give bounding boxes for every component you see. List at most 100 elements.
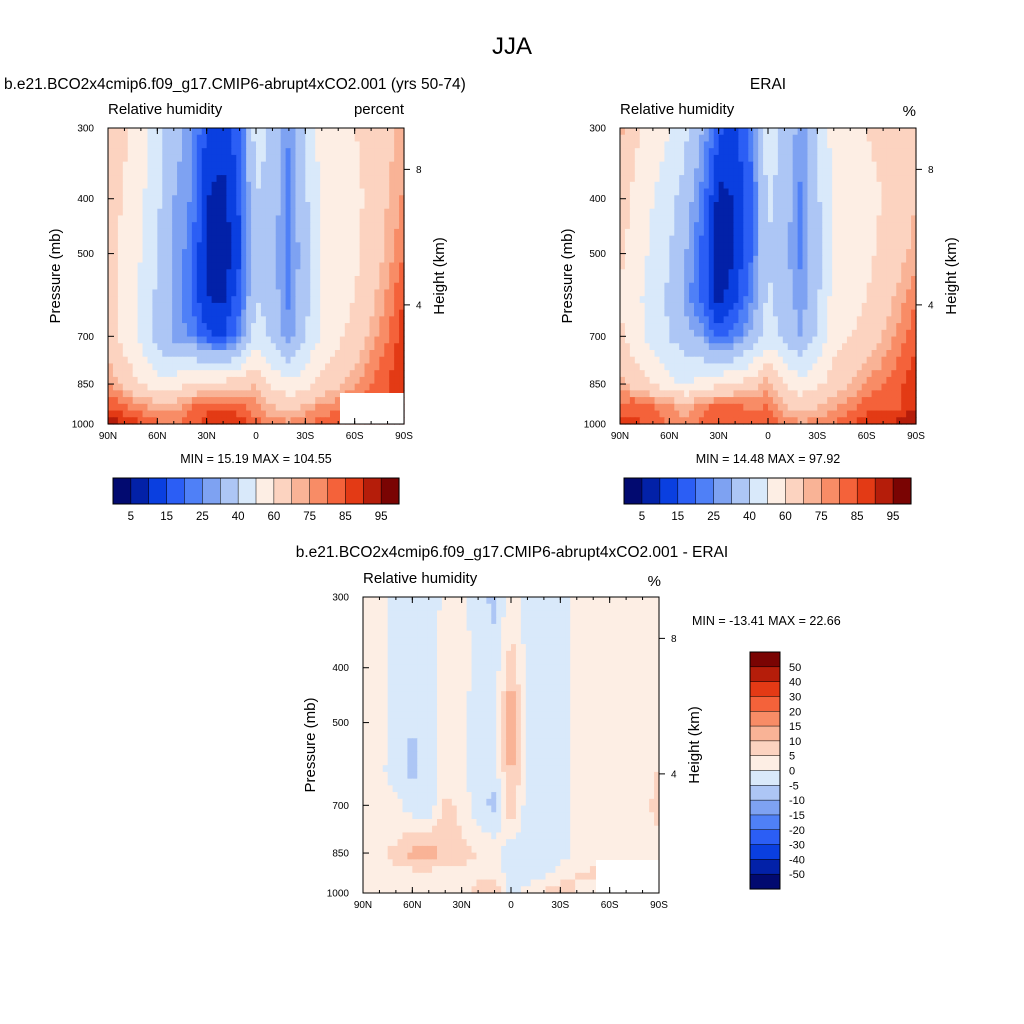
- heatmap-cell: [226, 383, 232, 391]
- heatmap-cell: [832, 208, 838, 217]
- heatmap-cell: [379, 168, 385, 176]
- heatmap-cell: [315, 148, 321, 156]
- heatmap-cell: [738, 128, 744, 136]
- heatmap-cell: [162, 343, 168, 351]
- heatmap-cell: [359, 289, 366, 297]
- heatmap-cell: [196, 302, 203, 311]
- heatmap-cell: [320, 249, 326, 257]
- heatmap-cell: [265, 134, 272, 143]
- heatmap-cell: [167, 383, 173, 391]
- heatmap-cell: [842, 195, 848, 203]
- heatmap-cell: [280, 195, 287, 203]
- heatmap-cell: [127, 148, 134, 156]
- heatmap-cell: [300, 202, 306, 210]
- heatmap-cell: [142, 309, 149, 317]
- heatmap-cell: [315, 343, 321, 351]
- heatmap-cell: [246, 175, 252, 183]
- heatmap-cell: [856, 202, 863, 210]
- heatmap-cell: [241, 175, 247, 183]
- heatmap-cell: [624, 376, 631, 385]
- heatmap-cell: [620, 141, 626, 149]
- heatmap-cell: [777, 363, 784, 371]
- heatmap-cell: [275, 356, 282, 365]
- heatmap-cell: [817, 356, 823, 365]
- heatmap-cell: [639, 208, 646, 217]
- heatmap-cell: [310, 417, 316, 425]
- heatmap-cell: [896, 276, 902, 284]
- heatmap-cell: [231, 175, 237, 183]
- heatmap-cell: [394, 289, 400, 297]
- heatmap-cell: [703, 343, 710, 351]
- heatmap-cell: [256, 249, 262, 257]
- heatmap-cell: [196, 397, 203, 405]
- heatmap-cell: [172, 154, 178, 163]
- heatmap-cell: [792, 329, 799, 338]
- heatmap-cell: [182, 309, 188, 317]
- heatmap-cell: [772, 215, 779, 223]
- heatmap-cell: [871, 350, 878, 358]
- heatmap-cell: [112, 242, 119, 250]
- heatmap-cell: [797, 363, 804, 371]
- heatmap-cell: [108, 363, 114, 371]
- heatmap-cell: [172, 309, 178, 317]
- heatmap-cell: [777, 356, 784, 365]
- heatmap-cell: [777, 202, 784, 210]
- heatmap-cell: [211, 316, 218, 324]
- heatmap-cell: [231, 215, 237, 223]
- heatmap-cell: [285, 323, 292, 331]
- heatmap-cell: [305, 249, 311, 257]
- heatmap-cell: [896, 168, 902, 176]
- heatmap-cell: [718, 222, 725, 230]
- heatmap-cell: [359, 154, 366, 163]
- heatmap-cell: [270, 410, 277, 418]
- heatmap-cell: [344, 188, 351, 196]
- heatmap-cell: [807, 154, 813, 163]
- heatmap-cell: [270, 242, 277, 250]
- heatmap-cell: [871, 188, 878, 196]
- heatmap-cell: [147, 296, 153, 304]
- heatmap-cell: [763, 195, 769, 203]
- heatmap-cell: [344, 336, 351, 344]
- heatmap-cell: [334, 195, 341, 203]
- heatmap-cell: [280, 323, 287, 331]
- heatmap-cell: [127, 134, 134, 143]
- heatmap-cell: [177, 202, 183, 210]
- heatmap-cell: [167, 336, 173, 344]
- heatmap-cell: [886, 302, 892, 311]
- heatmap-cell: [231, 309, 237, 317]
- heatmap-cell: [768, 370, 774, 378]
- heatmap-cell: [876, 242, 883, 250]
- heatmap-cell: [837, 255, 843, 264]
- heatmap-cell: [241, 181, 247, 190]
- heatmap-cell: [241, 188, 247, 196]
- heatmap-cell: [654, 235, 661, 243]
- heatmap-cell: [196, 242, 203, 250]
- heatmap-cell: [753, 323, 759, 331]
- heatmap-cell: [344, 309, 351, 317]
- heatmap-cell: [802, 215, 809, 223]
- heatmap-cell: [906, 249, 912, 257]
- heatmap-cell: [394, 228, 400, 237]
- heatmap-cell: [142, 350, 149, 358]
- heatmap-cell: [275, 336, 282, 344]
- heatmap-cell: [325, 336, 331, 344]
- heatmap-cell: [325, 417, 331, 425]
- heatmap-cell: [748, 289, 754, 297]
- heatmap-cell: [394, 343, 400, 351]
- heatmap-cell: [334, 417, 341, 425]
- heatmap-cell: [797, 168, 804, 176]
- heatmap-cell: [127, 350, 134, 358]
- heatmap-cell: [896, 188, 902, 196]
- heatmap-cell: [891, 208, 897, 217]
- heatmap-cell: [901, 228, 907, 237]
- heatmap-cell: [167, 316, 173, 324]
- heatmap-cell: [260, 141, 267, 149]
- heatmap-cell: [837, 282, 843, 291]
- heatmap-cell: [177, 329, 183, 338]
- heatmap-cell: [394, 154, 400, 163]
- heatmap-cell: [359, 242, 366, 250]
- heatmap-cell: [152, 323, 158, 331]
- heatmap-cell: [359, 309, 366, 317]
- heatmap-cell: [275, 309, 282, 317]
- heatmap-cell: [792, 296, 799, 304]
